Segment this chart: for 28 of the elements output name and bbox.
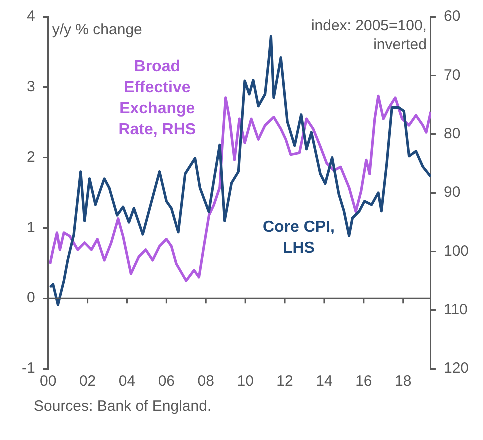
x-tick-label: 06	[158, 373, 176, 390]
series-label: Broad Effective Exchange Rate, RHS	[118, 58, 196, 139]
y2-axis-title: index: 2005=100, inverted	[311, 18, 427, 54]
series-label: Core CPI, LHS	[262, 218, 335, 257]
x-tick-label: 16	[356, 373, 372, 390]
x-tick-label: 00	[40, 373, 57, 390]
y2-tick-label: 120	[444, 360, 470, 378]
y-tick-label: 3	[26, 78, 36, 96]
y-tick-label: 4	[26, 8, 36, 26]
y2-tick-label: 60	[444, 8, 461, 26]
y-tick-label: 0	[26, 290, 36, 307]
x-tick-label: 18	[395, 373, 412, 390]
x-tick-label: 04	[118, 373, 136, 390]
y-tick-label: -1	[22, 360, 36, 378]
y2-tick-label: 110	[444, 301, 468, 318]
y-tick-label: 2	[26, 148, 36, 166]
y2-tick-label: 90	[444, 184, 461, 202]
source-note: Sources: Bank of England.	[34, 398, 213, 416]
x-tick-label: 10	[237, 373, 254, 390]
y2-tick-label: 100	[444, 242, 470, 260]
y2-tick-label: 70	[444, 66, 461, 84]
x-tick-label: 08	[198, 373, 214, 390]
y-axis-title: y/y % change	[52, 22, 142, 39]
x-tick-label: 12	[276, 373, 294, 390]
y-tick-label: 1	[26, 219, 36, 236]
x-tick-label: 14	[316, 373, 333, 390]
x-tick-label: 02	[79, 373, 96, 390]
y2-tick-label: 80	[444, 125, 461, 142]
